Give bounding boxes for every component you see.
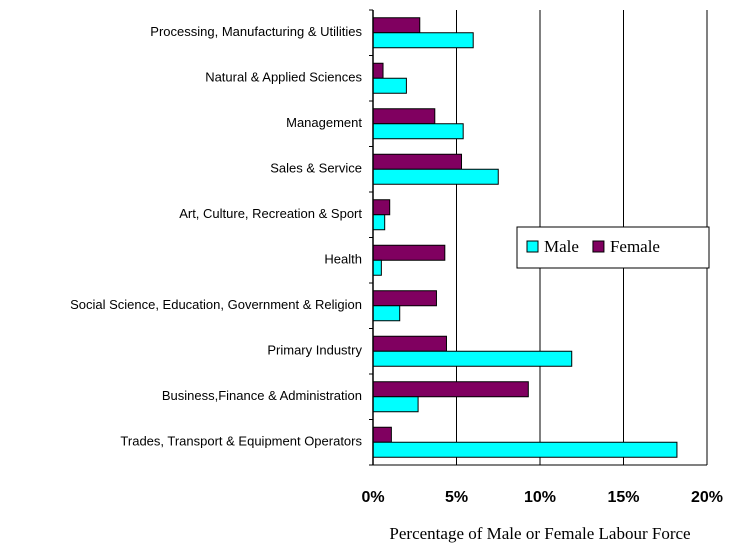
x-tick-label: 20%: [691, 489, 723, 506]
y-tick-label: Management: [286, 115, 362, 130]
bar: [372, 350, 573, 367]
bar: [372, 168, 499, 185]
bar: [372, 62, 384, 79]
bar: [372, 214, 386, 231]
x-axis-label: Percentage of Male or Female Labour Forc…: [389, 524, 690, 543]
y-tick-label: Art, Culture, Recreation & Sport: [179, 206, 362, 221]
y-tick-label: Primary Industry: [267, 343, 362, 358]
bar: [372, 426, 392, 443]
legend-swatch: [592, 240, 605, 253]
bar: [372, 396, 419, 413]
x-tick-label: 15%: [607, 489, 639, 506]
y-tick-label: Health: [324, 252, 362, 267]
bar: [372, 305, 401, 322]
bar: [372, 199, 391, 216]
legend-swatch: [526, 240, 539, 253]
y-tick-label: Processing, Manufacturing & Utilities: [150, 24, 362, 39]
bar: [372, 108, 436, 125]
bar: [372, 381, 529, 398]
x-tick-label: 5%: [445, 489, 468, 506]
bar: [372, 335, 447, 352]
bar: [372, 259, 382, 276]
x-tick-label: 10%: [524, 489, 556, 506]
y-tick-label: Trades, Transport & Equipment Operators: [120, 434, 362, 449]
bar: [372, 153, 463, 170]
bar: [372, 441, 678, 458]
y-tick-label: Social Science, Education, Government & …: [70, 297, 362, 312]
y-tick-label: Business,Finance & Administration: [162, 388, 362, 403]
legend-label: Female: [610, 237, 660, 256]
x-tick-label: 0%: [361, 489, 384, 506]
bar: [372, 32, 474, 49]
bar: [372, 290, 437, 307]
bar: [372, 77, 407, 94]
legend-box: [516, 226, 710, 269]
bar: [372, 244, 446, 261]
legend: Male Female: [516, 226, 710, 269]
y-tick-label: Natural & Applied Sciences: [205, 70, 362, 85]
legend-label: Male: [544, 237, 579, 256]
bar: [372, 123, 464, 140]
y-tick-label: Sales & Service: [270, 161, 362, 176]
bar: [372, 17, 421, 34]
